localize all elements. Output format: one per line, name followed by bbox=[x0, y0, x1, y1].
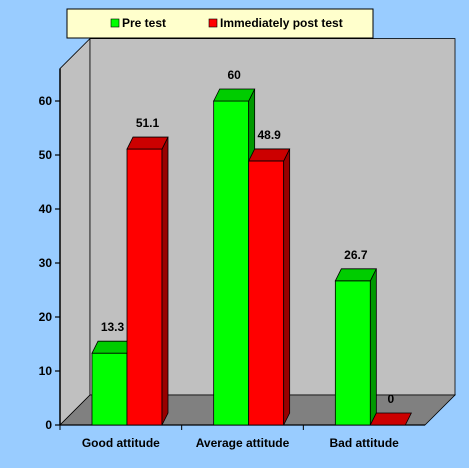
x-tick-label-average-attitude: Average attitude bbox=[196, 436, 290, 450]
data-label-pre-test-good-attitude: 13.3 bbox=[101, 320, 125, 334]
bar-pre-test-bad-attitude bbox=[334, 268, 377, 426]
bar-front bbox=[91, 352, 128, 426]
legend-label-immediately-post-test: Immediately post test bbox=[220, 16, 343, 30]
bar-top bbox=[369, 412, 412, 426]
x-tick-label-bad-attitude: Bad attitude bbox=[329, 436, 399, 450]
bar-immediately-post-test-good-attitude bbox=[126, 136, 169, 426]
data-label-pre-test-bad-attitude: 26.7 bbox=[344, 248, 368, 262]
bar-immediately-post-test-average-attitude bbox=[248, 148, 291, 426]
bar-top bbox=[213, 88, 256, 102]
bars bbox=[91, 88, 412, 426]
bar-immediately-post-test-bad-attitude bbox=[369, 412, 412, 426]
y-tick-label: 60 bbox=[39, 94, 53, 108]
data-label-immediately-post-test-bad-attitude: 0 bbox=[387, 392, 394, 406]
x-axis: Good attitude Average attitude Bad attitud… bbox=[59, 425, 399, 450]
bar-top bbox=[334, 268, 377, 282]
data-label-pre-test-average-attitude: 60 bbox=[227, 68, 241, 82]
bar-top bbox=[248, 148, 291, 162]
data-label-immediately-post-test-average-attitude: 48.9 bbox=[257, 128, 281, 142]
bar-front bbox=[213, 100, 250, 426]
y-tick-label: 0 bbox=[45, 418, 52, 432]
bar-front bbox=[248, 160, 285, 426]
bar-side bbox=[283, 148, 291, 426]
y-tick-label: 40 bbox=[39, 202, 53, 216]
y-axis: 0 10 20 30 40 50 60 bbox=[39, 68, 425, 432]
y-tick-label: 10 bbox=[39, 364, 53, 378]
x-tick-label-good-attitude: Good attitude bbox=[82, 436, 160, 450]
bar-front bbox=[334, 280, 371, 426]
y-tick-label: 30 bbox=[39, 256, 53, 270]
bar-side bbox=[369, 268, 377, 426]
legend-swatch-immediately-post-test bbox=[208, 18, 218, 28]
y-tick-label: 50 bbox=[39, 148, 53, 162]
data-label-immediately-post-test-good-attitude: 51.1 bbox=[136, 116, 160, 130]
legend-label-pre-test: Pre test bbox=[122, 16, 166, 30]
y-tick-label: 20 bbox=[39, 310, 53, 324]
legend-swatch-pre-test bbox=[110, 18, 120, 28]
legend: Pre test Immediately post test bbox=[66, 8, 374, 39]
bar-side bbox=[161, 136, 169, 426]
data-labels: 13.3 51.1 60 48.9 26.7 0 bbox=[101, 68, 395, 406]
bar-top bbox=[126, 136, 169, 150]
side-wall bbox=[59, 37, 91, 426]
bar-front bbox=[126, 148, 163, 426]
